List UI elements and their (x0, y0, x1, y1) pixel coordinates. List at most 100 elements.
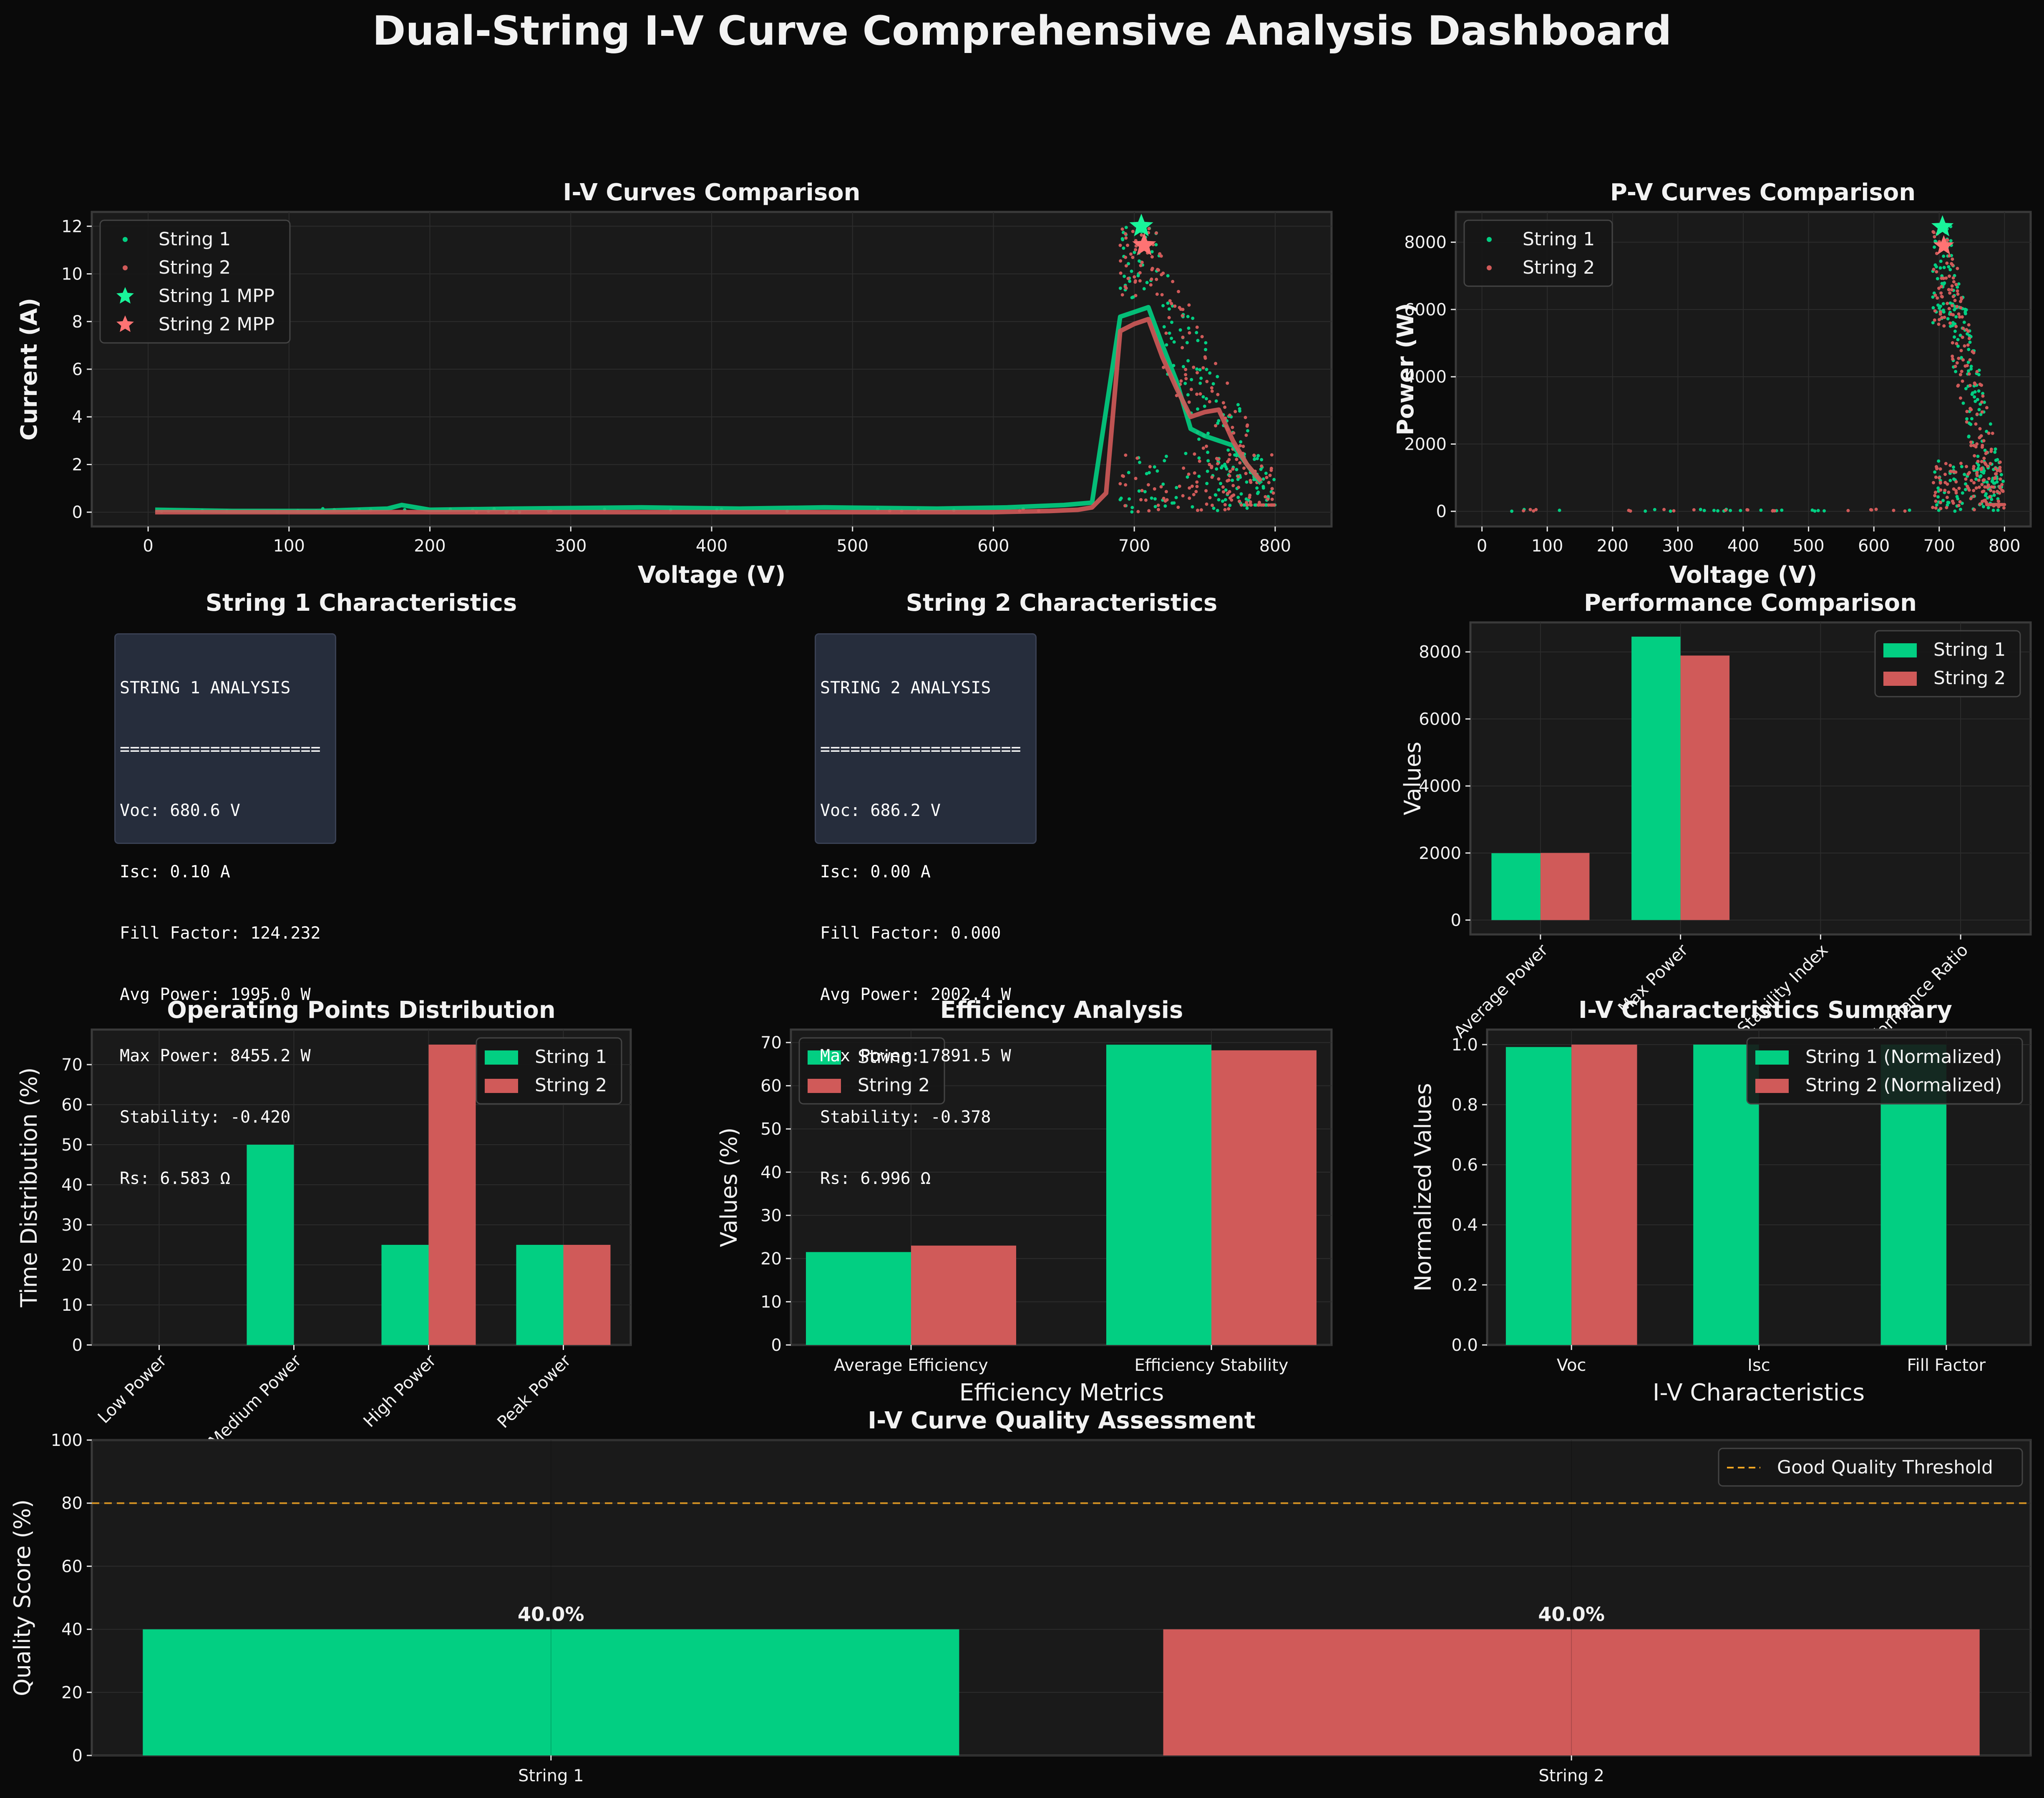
scatter-point (1204, 348, 1208, 351)
scatter-point (1187, 326, 1191, 330)
scatter-point (1246, 503, 1249, 507)
y-axis-label: Quality Score (%) (9, 1499, 35, 1696)
scatter-point (1958, 508, 1962, 511)
scatter-point (1228, 504, 1232, 507)
scatter-point (1934, 506, 1938, 510)
scatter-point (1153, 465, 1156, 469)
scatter-point (1270, 497, 1274, 501)
y-tick-label: 8 (72, 312, 83, 332)
scatter-point (1938, 481, 1942, 484)
scatter-point (1988, 495, 1992, 499)
scatter-point (1933, 245, 1936, 249)
scatter-point (1144, 498, 1148, 502)
scatter-point (1956, 267, 1959, 270)
scatter-point (1771, 509, 1775, 513)
scatter-point (1977, 485, 1981, 489)
legend-marker (123, 237, 128, 242)
scatter-point (1161, 304, 1165, 307)
legend-swatch (1755, 1079, 1789, 1093)
x-tick-label: Isc (1747, 1356, 1770, 1375)
y-tick-label: 4 (72, 408, 83, 427)
scatter-point (1157, 508, 1160, 511)
scatter-point (1162, 496, 1165, 500)
scatter-point (1558, 509, 1561, 512)
scatter-point (1270, 487, 1274, 491)
x-tick-label: Stability Index (1734, 941, 1832, 1039)
scatter-point (1212, 506, 1216, 510)
legend: String 1 String 2 (476, 1037, 622, 1105)
legend-star-marker (116, 287, 134, 304)
scatter-point (1215, 467, 1218, 471)
stats-line: ==================== (820, 740, 1021, 759)
scatter-point (1205, 482, 1209, 485)
scatter-point (1241, 445, 1245, 448)
x-tick-label: Fill Factor (1907, 1356, 1986, 1375)
scatter-point (1147, 483, 1150, 487)
scatter-point (1964, 387, 1968, 390)
scatter-point (1936, 486, 1940, 490)
scatter-point (1194, 490, 1198, 494)
x-tick-label: 500 (837, 536, 868, 556)
scatter-point (1959, 349, 1963, 353)
scatter-point (1145, 281, 1149, 285)
legend: String 1 String 2 (798, 1037, 945, 1105)
scatter-point (1967, 488, 1971, 492)
scatter-point (1968, 337, 1971, 340)
scatter-point (1937, 287, 1941, 290)
scatter-point (1936, 495, 1940, 499)
bar (1106, 1045, 1211, 1345)
y-tick-label: 10 (61, 1296, 83, 1315)
legend-swatch (808, 1079, 841, 1093)
scatter-point (1150, 267, 1154, 270)
scatter-point (1211, 382, 1215, 385)
scatter-point (1973, 454, 1976, 458)
scatter-point (1230, 498, 1233, 502)
scatter-point (1135, 456, 1139, 460)
scatter-point (1188, 496, 1191, 500)
scatter-point (1177, 290, 1181, 293)
scatter-point (1131, 229, 1135, 233)
scatter-point (1984, 452, 1988, 456)
chart-title: I-V Curve Quality Assessment (868, 1407, 1255, 1434)
scatter-point (1974, 477, 1978, 481)
scatter-point (1992, 485, 1996, 489)
legend-marker (123, 265, 128, 270)
chart-title: Operating Points Distribution (167, 997, 556, 1024)
scatter-point (1869, 508, 1873, 511)
scatter-point (1955, 361, 1959, 365)
scatter-point (1186, 359, 1190, 363)
scatter-point (1994, 472, 1998, 476)
x-tick-label: 700 (1923, 536, 1955, 556)
scatter-point (1987, 431, 1991, 435)
scatter-point (1119, 496, 1123, 500)
string1-stats-box: STRING 1 ANALYSIS ==================== V… (114, 633, 336, 1188)
scatter-point (1971, 391, 1974, 395)
scatter-point (1208, 463, 1211, 466)
scatter-point (1120, 227, 1124, 231)
scatter-point (1951, 324, 1954, 327)
scatter-point (1941, 499, 1945, 502)
y-tick-label: 0.4 (1451, 1216, 1478, 1235)
scatter-point (1268, 473, 1272, 477)
bar (428, 1045, 476, 1345)
x-axis-label: Efficiency Metrics (959, 1379, 1164, 1406)
scatter-point (1153, 487, 1156, 491)
scatter-point (1973, 383, 1977, 386)
scatter-point (1933, 470, 1937, 474)
legend-label: String 1 MPP (159, 285, 274, 307)
legend: String 1 (Normalized) String 2 (Normalize… (1746, 1037, 2023, 1105)
x-tick-label: String 1 (518, 1766, 584, 1785)
scatter-point (1265, 476, 1269, 479)
scatter-point (1238, 444, 1242, 448)
scatter-point (1953, 330, 1957, 333)
scatter-point (1936, 296, 1939, 300)
scatter-point (1221, 485, 1225, 489)
scatter-point (1946, 317, 1950, 321)
scatter-point (1989, 448, 1993, 451)
scatter-point (1231, 426, 1234, 429)
y-tick-label: 70 (61, 1055, 83, 1075)
scatter-point (1966, 360, 1970, 364)
x-tick-label: 0 (1477, 536, 1487, 556)
scatter-point (1956, 285, 1959, 289)
scatter-point (1244, 472, 1248, 475)
